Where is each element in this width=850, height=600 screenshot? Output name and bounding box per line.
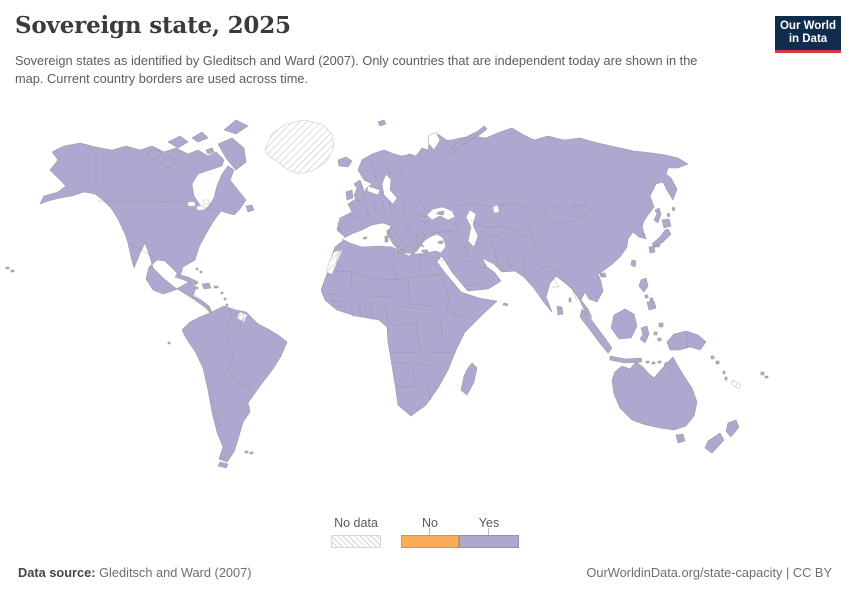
credit-link[interactable]: OurWorldinData.org/state-capacity | CC B… [586, 565, 832, 580]
region-new-caledonia-nodata[interactable] [730, 379, 742, 390]
legend-tick-yes [488, 528, 489, 535]
legend-label-no-data: No data [334, 516, 378, 530]
data-source-label: Data source: [18, 565, 96, 580]
owid-logo[interactable]: Our World in Data [775, 16, 841, 53]
islands-and-peninsulas[interactable] [5, 119, 769, 469]
owid-logo-line1: Our World [779, 20, 836, 32]
region-north-america[interactable] [39, 142, 247, 327]
caspian-sea [465, 209, 479, 248]
owid-logo-line2: in Data [788, 33, 828, 45]
baltic-sea [381, 173, 398, 205]
legend-swatch-no-data[interactable] [331, 535, 381, 548]
legend-label-no: No [422, 516, 438, 530]
region-australia[interactable] [611, 356, 698, 431]
skagerrak-sea [366, 185, 381, 196]
world-map-svg [5, 119, 769, 469]
white-sea [427, 131, 441, 151]
data-source-value: Gleditsch and Ward (2007) [99, 565, 252, 580]
region-western-sahara-nodata[interactable] [325, 249, 343, 275]
footer: Data source: Gleditsch and Ward (2007) O… [18, 565, 832, 580]
page-title: Sovereign state, 2025 [15, 12, 291, 39]
country-borders [95, 152, 688, 427]
region-south-america[interactable] [181, 305, 288, 463]
legend-tick-no [429, 528, 430, 535]
chart-subtitle: Sovereign states as identified by Gledit… [15, 53, 698, 86]
region-greenland-nodata[interactable] [264, 119, 335, 175]
mediterranean-sea [341, 222, 447, 257]
world-map [0, 110, 850, 515]
legend-label-yes: Yes [478, 516, 500, 530]
region-french-guiana-nodata[interactable] [236, 311, 248, 323]
legend-swatch-yes[interactable] [459, 535, 519, 548]
legend-swatch-no[interactable] [401, 535, 459, 548]
aral-sea [492, 204, 500, 214]
great-lakes [187, 199, 210, 211]
